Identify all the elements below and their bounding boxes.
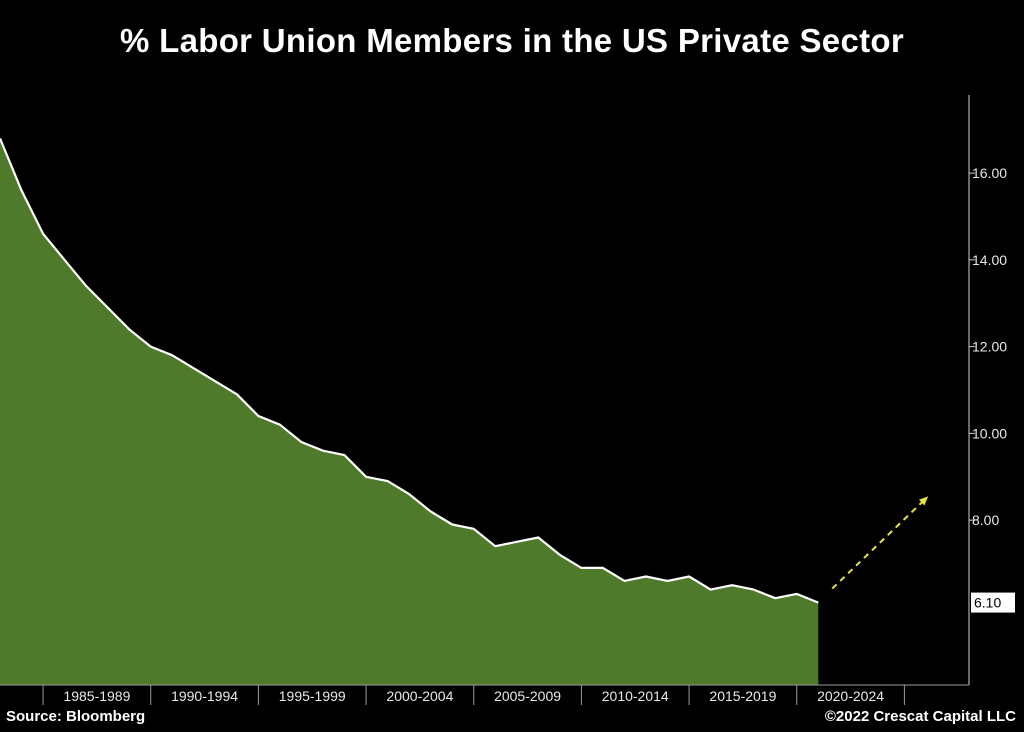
- y-tick-label: 14.00: [972, 252, 1007, 268]
- trend-arrow-annotation: [831, 496, 929, 590]
- y-tick-label: 10.00: [972, 425, 1007, 441]
- chart-title: % Labor Union Members in the US Private …: [120, 22, 904, 59]
- x-tick-label: 2020-2024: [817, 688, 884, 704]
- x-tick-label: 1985-1989: [63, 688, 130, 704]
- y-tick-label: 8.00: [972, 512, 999, 528]
- x-tick-label: 2000-2004: [386, 688, 453, 704]
- area-fill: [0, 138, 819, 685]
- copyright-label: ©2022 Crescat Capital LLC: [824, 708, 1016, 725]
- x-tick-label: 1990-1994: [171, 688, 238, 704]
- y-tick-label: 16.00: [972, 165, 1007, 181]
- source-label: Source: Bloomberg: [6, 708, 146, 725]
- last-value-badge: [971, 592, 1015, 613]
- x-tick-label: 2005-2009: [494, 688, 561, 704]
- last-value-label: 6.10: [974, 595, 1001, 611]
- x-tick-label: 2015-2019: [709, 688, 776, 704]
- x-tick-label: 2010-2014: [602, 688, 669, 704]
- x-tick-label: 1995-1999: [279, 688, 346, 704]
- series-line: [0, 137, 819, 604]
- y-tick-label: 12.00: [972, 339, 1007, 355]
